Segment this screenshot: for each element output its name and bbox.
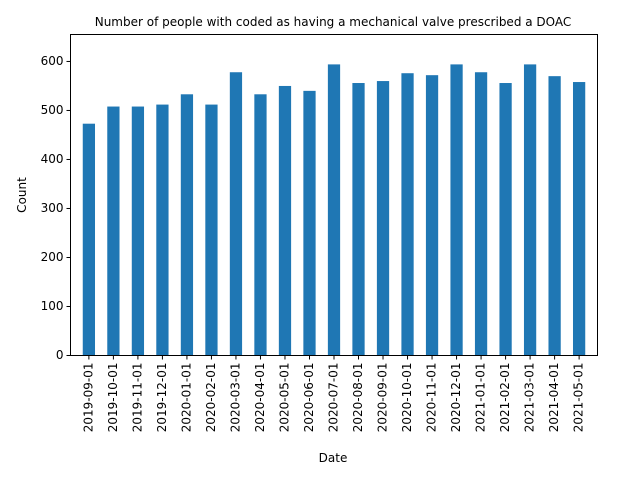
- bar-2019-12-01: [156, 104, 169, 356]
- y-axis: 0 100 200 300 400 500 600: [41, 54, 71, 362]
- bar-2020-12-01: [450, 64, 463, 356]
- x-tick-label: 2020-05-01: [277, 363, 291, 433]
- bar-2020-01-01: [180, 94, 194, 356]
- bar-2020-10-01: [401, 73, 414, 356]
- x-tick-label: 2020-01-01: [179, 363, 193, 433]
- bar-2021-04-01: [548, 76, 561, 356]
- x-tick-label: 2020-03-01: [228, 363, 242, 433]
- bars-group: [82, 64, 586, 356]
- bar-2021-02-01: [499, 83, 512, 356]
- y-tick-label: 0: [56, 348, 64, 362]
- x-tick-label: 2020-10-01: [400, 363, 414, 433]
- x-tick-label: 2020-08-01: [351, 363, 365, 433]
- y-tick-label: 200: [41, 250, 64, 264]
- x-tick-label: 2020-02-01: [204, 363, 218, 433]
- bar-2020-07-01: [327, 64, 341, 356]
- x-axis: 2019-09-01 2019-10-01 2019-11-01 2019-12-01…: [81, 355, 586, 433]
- x-tick-label: 2021-01-01: [474, 363, 488, 433]
- x-tick-label: 2021-05-01: [572, 363, 586, 433]
- x-tick-label: 2019-10-01: [106, 363, 120, 433]
- chart-title: Number of people with coded as having a …: [95, 15, 572, 29]
- x-tick-label: 2020-04-01: [253, 363, 267, 433]
- x-tick-label: 2019-11-01: [130, 363, 144, 433]
- bar-2020-02-01: [205, 104, 218, 356]
- bar-2021-05-01: [572, 82, 586, 356]
- bar-2019-09-01: [82, 123, 96, 356]
- y-tick-label: 400: [41, 152, 64, 166]
- bar-2020-05-01: [278, 85, 292, 356]
- bar-2020-06-01: [303, 90, 316, 356]
- x-tick-label: 2020-11-01: [425, 363, 439, 433]
- x-tick-label: 2020-07-01: [327, 363, 341, 433]
- y-tick-label: 600: [41, 54, 64, 68]
- bar-2021-03-01: [523, 64, 537, 356]
- x-tick-label: 2019-12-01: [155, 363, 169, 433]
- x-tick-label: 2021-03-01: [523, 363, 537, 433]
- x-tick-label: 2020-06-01: [302, 363, 316, 433]
- y-tick-label: 100: [41, 299, 64, 313]
- y-axis-label: Count: [15, 177, 29, 213]
- y-tick-label: 300: [41, 201, 64, 215]
- x-tick-label: 2019-09-01: [81, 363, 95, 433]
- x-tick-label: 2020-12-01: [449, 363, 463, 433]
- bar-2021-01-01: [474, 72, 488, 356]
- x-tick-label: 2021-02-01: [498, 363, 512, 433]
- bar-2020-09-01: [376, 81, 390, 356]
- bar-2020-11-01: [425, 75, 439, 356]
- bar-2020-08-01: [352, 83, 365, 356]
- x-tick-label: 2021-04-01: [547, 363, 561, 433]
- y-tick-label: 500: [41, 103, 64, 117]
- bar-2020-03-01: [229, 72, 243, 356]
- x-axis-label: Date: [319, 451, 348, 465]
- bar-2020-04-01: [254, 94, 267, 356]
- x-tick-label: 2020-09-01: [376, 363, 390, 433]
- bar-2019-10-01: [107, 106, 120, 356]
- plot-frame: [70, 34, 598, 356]
- bar-2019-11-01: [131, 106, 145, 356]
